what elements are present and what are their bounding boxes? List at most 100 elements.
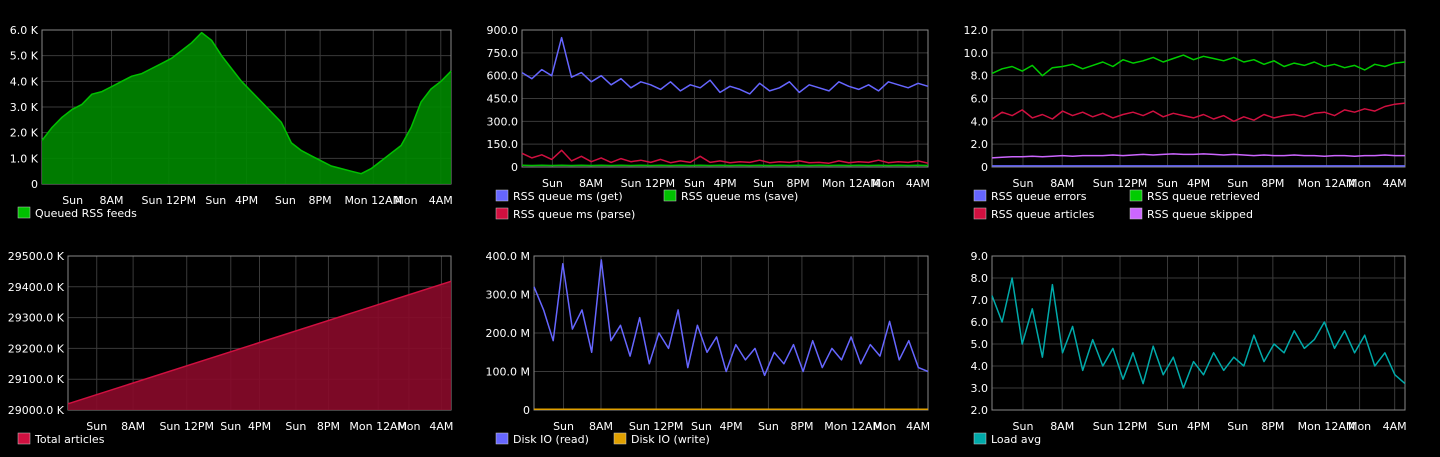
x-tick-label: Sun bbox=[758, 420, 779, 433]
y-tick-label: 12.0 bbox=[964, 24, 989, 37]
plot-frame bbox=[991, 255, 1406, 411]
x-tick-label: 8PM bbox=[787, 177, 810, 190]
legend-swatch bbox=[613, 432, 627, 445]
chart-disk-io: 0 100.0 M 200.0 M 300.0 M 400.0 M Sun 8AM Sun 1… bbox=[486, 250, 931, 446]
y-tick-label: 7.0 bbox=[971, 294, 989, 307]
x-tick-label: 8PM bbox=[1261, 420, 1284, 433]
y-tick-label: 150.0 bbox=[487, 138, 519, 151]
y-tick-label: 10.0 bbox=[964, 47, 989, 60]
x-tick-label: 4PM bbox=[1187, 177, 1210, 190]
x-tick-label: 8AM bbox=[100, 194, 124, 207]
chart-rss-queue-counts: 0 2.0 4.0 6.0 8.0 10.0 12.0 Sun 8AM Sun 12PM Sun 4P… bbox=[964, 24, 1407, 221]
x-tick-label: Mon bbox=[873, 420, 896, 433]
series-line-0 bbox=[533, 259, 929, 377]
x-tick-label: 8AM bbox=[579, 177, 603, 190]
y-tick-label: 4.0 bbox=[971, 360, 989, 373]
legend-swatch bbox=[1129, 207, 1143, 220]
legend-swatch bbox=[1129, 189, 1143, 202]
x-tick-label: 4PM bbox=[235, 194, 258, 207]
x-tick-label: 4AM bbox=[906, 177, 930, 190]
x-tick-label: Sun bbox=[62, 194, 83, 207]
x-tick-label: Sun bbox=[542, 177, 563, 190]
x-tick-label: Sun 12PM bbox=[142, 194, 197, 207]
x-tick-label: Mon 12AM bbox=[822, 177, 880, 190]
chart-load-avg: 2.0 3.0 4.0 5.0 6.0 7.0 8.0 9.0 Sun 8AM Sun 12PM Su… bbox=[971, 250, 1407, 446]
y-tick-label: 29500.0 K bbox=[8, 250, 65, 263]
x-tick-label: Mon bbox=[1348, 177, 1371, 190]
series-area-0 bbox=[42, 32, 451, 184]
x-tick-label: 4AM bbox=[906, 420, 930, 433]
y-tick-label: 300.0 bbox=[487, 115, 519, 128]
y-tick-label: 29200.0 K bbox=[8, 342, 65, 355]
y-tick-label: 6.0 bbox=[971, 93, 989, 106]
x-tick-label: Sun bbox=[684, 177, 705, 190]
y-tick-label: 600.0 bbox=[487, 70, 519, 83]
legend-label: Total articles bbox=[34, 433, 105, 446]
y-tick-label: 9.0 bbox=[971, 250, 989, 263]
x-tick-label: Mon bbox=[872, 177, 895, 190]
y-tick-label: 5.0 K bbox=[10, 50, 39, 63]
x-tick-label: Sun bbox=[1157, 177, 1178, 190]
series-line-0 bbox=[67, 280, 452, 405]
x-tick-label: 8AM bbox=[1050, 420, 1074, 433]
legend-swatch bbox=[973, 189, 987, 202]
x-tick-label: 8PM bbox=[1261, 177, 1284, 190]
legend-label: RSS queue ms (get) bbox=[513, 190, 623, 203]
x-tick-label: Sun bbox=[1013, 420, 1034, 433]
legend-swatch bbox=[17, 206, 31, 219]
y-tick-label: 8.0 bbox=[971, 70, 989, 83]
x-tick-label: Sun bbox=[86, 420, 107, 433]
x-tick-label: Sun 12PM bbox=[629, 420, 684, 433]
x-tick-label: Mon bbox=[1348, 420, 1371, 433]
y-tick-label: 6.0 K bbox=[10, 24, 39, 37]
series-line-0 bbox=[521, 36, 929, 95]
x-tick-label: Sun 12PM bbox=[159, 420, 214, 433]
x-tick-label: 4PM bbox=[713, 177, 736, 190]
y-tick-label: 3.0 bbox=[971, 382, 989, 395]
x-tick-label: 4PM bbox=[719, 420, 742, 433]
legend-label: Disk IO (read) bbox=[513, 433, 589, 446]
y-tick-label: 450.0 bbox=[487, 93, 519, 106]
legend-label: RSS queue articles bbox=[991, 208, 1095, 221]
y-tick-label: 4.0 bbox=[971, 115, 989, 128]
series-area-0 bbox=[68, 281, 451, 410]
y-tick-label: 4.0 K bbox=[10, 75, 39, 88]
x-tick-label: Sun bbox=[1227, 177, 1248, 190]
x-tick-label: 8PM bbox=[790, 420, 813, 433]
legend-label: RSS queue errors bbox=[991, 190, 1087, 203]
legend-label: Queued RSS feeds bbox=[35, 207, 137, 220]
legend-label: Disk IO (write) bbox=[631, 433, 710, 446]
y-tick-label: 750.0 bbox=[487, 47, 519, 60]
x-tick-label: Sun bbox=[275, 194, 296, 207]
x-tick-label: Sun bbox=[691, 420, 712, 433]
x-tick-label: Mon 12AM bbox=[349, 420, 407, 433]
x-tick-label: 8PM bbox=[309, 194, 332, 207]
y-tick-label: 8.0 bbox=[971, 272, 989, 285]
series-line-0 bbox=[991, 277, 1406, 389]
y-tick-label: 0 bbox=[511, 161, 518, 174]
x-tick-label: Mon 12AM bbox=[1298, 177, 1356, 190]
y-tick-label: 29400.0 K bbox=[8, 281, 65, 294]
x-tick-label: 4AM bbox=[1383, 177, 1407, 190]
legend-swatch bbox=[973, 432, 987, 445]
legend-label: RSS queue ms (save) bbox=[681, 190, 798, 203]
y-tick-label: 5.0 bbox=[971, 338, 989, 351]
y-tick-label: 3.0 K bbox=[10, 101, 39, 114]
y-tick-label: 2.0 bbox=[971, 138, 989, 151]
legend-label: Load avg bbox=[991, 433, 1041, 446]
x-tick-label: 4AM bbox=[1383, 420, 1407, 433]
x-tick-label: 4PM bbox=[248, 420, 271, 433]
x-tick-label: 4AM bbox=[429, 420, 453, 433]
plot-frame bbox=[521, 29, 929, 168]
y-tick-label: 29100.0 K bbox=[8, 373, 65, 386]
legend-swatch bbox=[495, 432, 509, 445]
x-tick-label: Sun 12PM bbox=[621, 177, 676, 190]
x-tick-label: Sun bbox=[285, 420, 306, 433]
legend-label: RSS queue retrieved bbox=[1147, 190, 1260, 203]
x-tick-label: Sun bbox=[205, 194, 226, 207]
y-tick-label: 6.0 bbox=[971, 316, 989, 329]
y-tick-label: 29300.0 K bbox=[8, 312, 65, 325]
x-tick-label: Mon bbox=[397, 420, 420, 433]
y-tick-label: 200.0 M bbox=[486, 327, 530, 340]
